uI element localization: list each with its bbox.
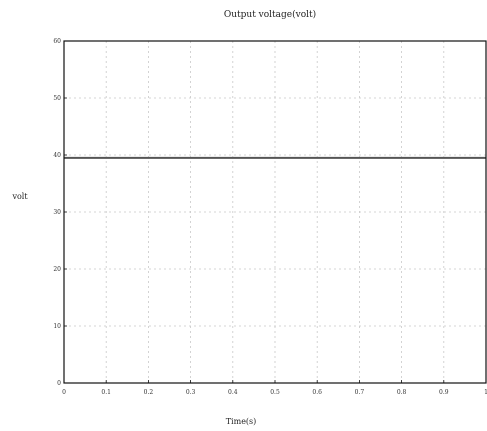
x-tick-label: 0.7	[355, 389, 365, 396]
x-tick-label: 0	[62, 389, 66, 396]
x-tick-label: 1	[484, 389, 487, 396]
x-tick-label: 0.6	[312, 389, 322, 396]
y-tick-labels: 0 10 20 30 40 50 60	[53, 38, 67, 387]
x-tick-labels: 0 0.1 0.2 0.3 0.4 0.5 0.6 0.7 0.8 0.9 1	[62, 380, 487, 396]
y-tick-label: 60	[53, 38, 61, 45]
y-axis-label: volt	[11, 192, 28, 201]
y-tick-label: 50	[53, 95, 61, 102]
x-tick-label: 0.3	[186, 389, 196, 396]
x-tick-label: 0.9	[439, 389, 449, 396]
chart-title: Output voltage(volt)	[224, 9, 316, 20]
x-tick-label: 0.4	[228, 389, 238, 396]
grid-lines	[64, 41, 486, 383]
y-tick-label: 10	[53, 323, 61, 330]
x-tick-label: 0.1	[101, 389, 111, 396]
y-tick-label: 0	[57, 380, 61, 387]
y-tick-label: 20	[53, 266, 61, 273]
x-tick-label: 0.8	[397, 389, 407, 396]
y-tick-label: 40	[53, 152, 61, 159]
y-tick-label: 30	[53, 209, 61, 216]
x-tick-label: 0.2	[144, 389, 154, 396]
x-tick-label: 0.5	[270, 389, 280, 396]
x-axis-label: Time(s)	[226, 417, 257, 426]
